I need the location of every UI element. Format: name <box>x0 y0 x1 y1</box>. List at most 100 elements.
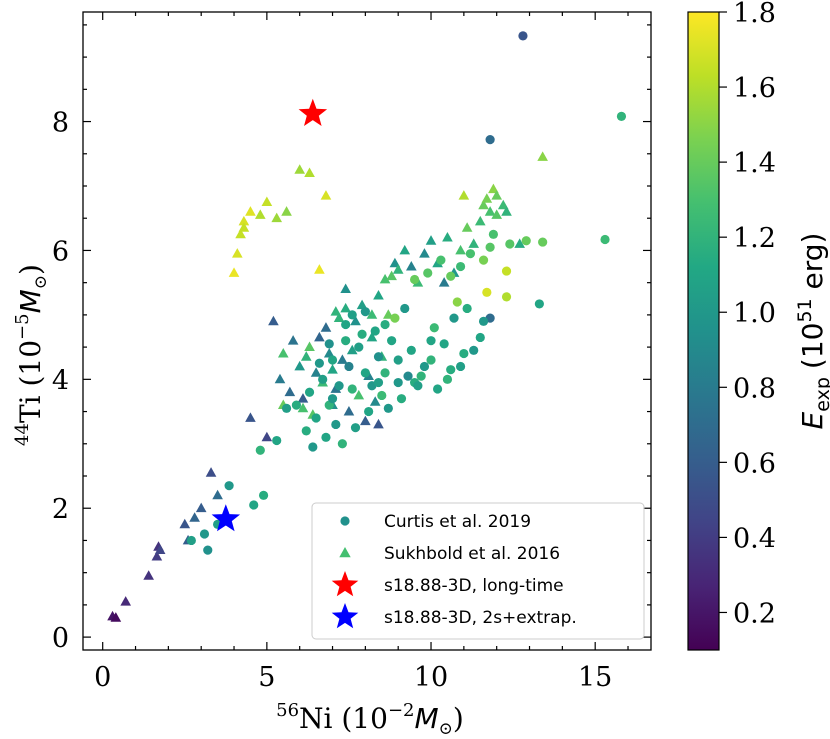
legend-markers <box>331 516 359 629</box>
data-point-curtis <box>462 303 472 314</box>
data-point-curtis <box>423 268 433 278</box>
data-point-sukhbold <box>323 347 335 358</box>
data-point-sukhbold <box>389 257 401 268</box>
data-point-sukhbold <box>327 364 338 374</box>
data-point-sukhbold <box>369 396 381 406</box>
data-point-sukhbold <box>474 215 486 226</box>
data-point-curtis <box>600 234 610 245</box>
data-point-curtis <box>446 271 456 281</box>
data-point-sukhbold <box>488 183 499 194</box>
data-point-sukhbold <box>287 335 299 345</box>
data-point-sukhbold <box>366 309 378 319</box>
data-point-curtis <box>482 287 492 297</box>
data-point-sukhbold <box>304 167 315 178</box>
data-point-curtis <box>419 361 430 372</box>
data-point-sukhbold <box>373 289 384 300</box>
data-point-sukhbold <box>340 302 351 313</box>
data-point-curtis <box>199 529 210 539</box>
data-point-sukhbold <box>231 248 243 258</box>
data-point-curtis <box>377 390 387 401</box>
data-point-curtis <box>390 313 400 323</box>
data-point-sukhbold <box>484 206 496 216</box>
data-point-sukhbold <box>314 331 325 342</box>
data-point-curtis <box>452 297 462 307</box>
data-point-sukhbold <box>537 151 548 161</box>
data-point-sukhbold <box>478 199 489 210</box>
colorbar-tick-label: 1.2 <box>733 223 776 254</box>
data-point-sukhbold <box>154 544 166 555</box>
data-point-sukhbold <box>314 264 325 274</box>
data-point-curtis <box>364 406 374 417</box>
y-tick-label: 4 <box>52 365 69 396</box>
data-point-curtis <box>406 345 416 355</box>
data-point-sukhbold <box>491 209 503 219</box>
data-point-curtis <box>413 381 423 391</box>
data-point-curtis <box>439 339 449 349</box>
data-point-curtis <box>400 303 410 314</box>
data-point-sukhbold <box>481 193 493 203</box>
data-point-sukhbold <box>442 231 453 242</box>
x-tick-label: 0 <box>94 662 111 693</box>
data-point-sukhbold <box>245 206 256 216</box>
data-point-curtis <box>521 236 531 246</box>
data-point-curtis <box>380 368 390 378</box>
legend-marker-sukhbold <box>339 547 351 558</box>
plot-frame <box>82 11 652 651</box>
data-point-sukhbold <box>189 512 200 522</box>
data-point-curtis <box>416 371 426 381</box>
data-point-curtis <box>186 535 196 546</box>
data-point-curtis <box>459 348 469 359</box>
data-point-curtis <box>455 361 466 372</box>
data-point-sukhbold <box>386 270 397 281</box>
data-point-sukhbold <box>458 190 470 200</box>
data-point-curtis <box>311 413 321 423</box>
data-point-curtis <box>383 403 393 413</box>
data-point-curtis <box>341 319 351 330</box>
colorbar: 0.2 0.4 0.6 0.8 1.0 1.2 1.4 1.6 1.8 Eexp(1051 er… <box>687 0 830 651</box>
y-tick-label: 6 <box>52 236 69 267</box>
axes: 0 5 10 15 0 2 4 6 8 <box>52 11 652 693</box>
data-point-curtis <box>327 394 338 404</box>
data-point-curtis <box>455 261 466 272</box>
data-point-sukhbold <box>205 467 217 477</box>
data-point-sukhbold <box>461 222 473 232</box>
data-point-curtis <box>396 394 407 404</box>
data-point-sukhbold <box>320 190 332 200</box>
data-point-curtis <box>341 336 351 346</box>
plot-area <box>107 31 627 622</box>
legend: Curtis et al. 2019 Sukhbold et al. 2016 … <box>311 502 645 640</box>
data-point-sukhbold <box>310 367 322 377</box>
data-point-curtis <box>518 31 528 41</box>
data-point-sukhbold <box>120 596 132 606</box>
data-point-curtis <box>478 255 489 265</box>
data-point-curtis <box>255 445 265 455</box>
data-point-sukhbold <box>179 518 191 529</box>
data-point-sukhbold <box>284 386 296 397</box>
data-point-sukhbold <box>379 273 391 284</box>
data-point-sukhbold <box>297 402 309 413</box>
data-point-curtis <box>314 358 324 368</box>
data-point-long-time-star <box>298 98 328 126</box>
data-point-curtis <box>347 310 357 320</box>
data-point-curtis <box>410 274 420 285</box>
data-point-sukhbold <box>392 264 404 274</box>
data-point-sukhbold <box>333 312 345 323</box>
legend-label-extrap: s18.88-3D, 2s+extrap. <box>384 608 577 628</box>
data-point-curtis <box>446 365 456 375</box>
colorbar-tick-label: 0.8 <box>733 373 776 404</box>
data-point-sukhbold <box>501 206 512 216</box>
data-point-sukhbold <box>330 306 342 316</box>
data-point-sukhbold <box>300 351 312 361</box>
data-point-sukhbold <box>151 550 163 561</box>
data-point-sukhbold <box>304 341 315 352</box>
data-point-curtis <box>465 249 476 259</box>
data-point-curtis <box>534 299 544 309</box>
data-point-curtis <box>360 307 370 317</box>
data-point-curtis <box>203 545 213 555</box>
data-point-sukhbold <box>373 418 384 429</box>
data-point-curtis <box>224 481 234 491</box>
colorbar-gradient <box>687 11 720 651</box>
data-point-curtis <box>281 403 292 413</box>
data-point-extrap-star <box>211 504 241 532</box>
data-point-curtis <box>393 355 403 365</box>
